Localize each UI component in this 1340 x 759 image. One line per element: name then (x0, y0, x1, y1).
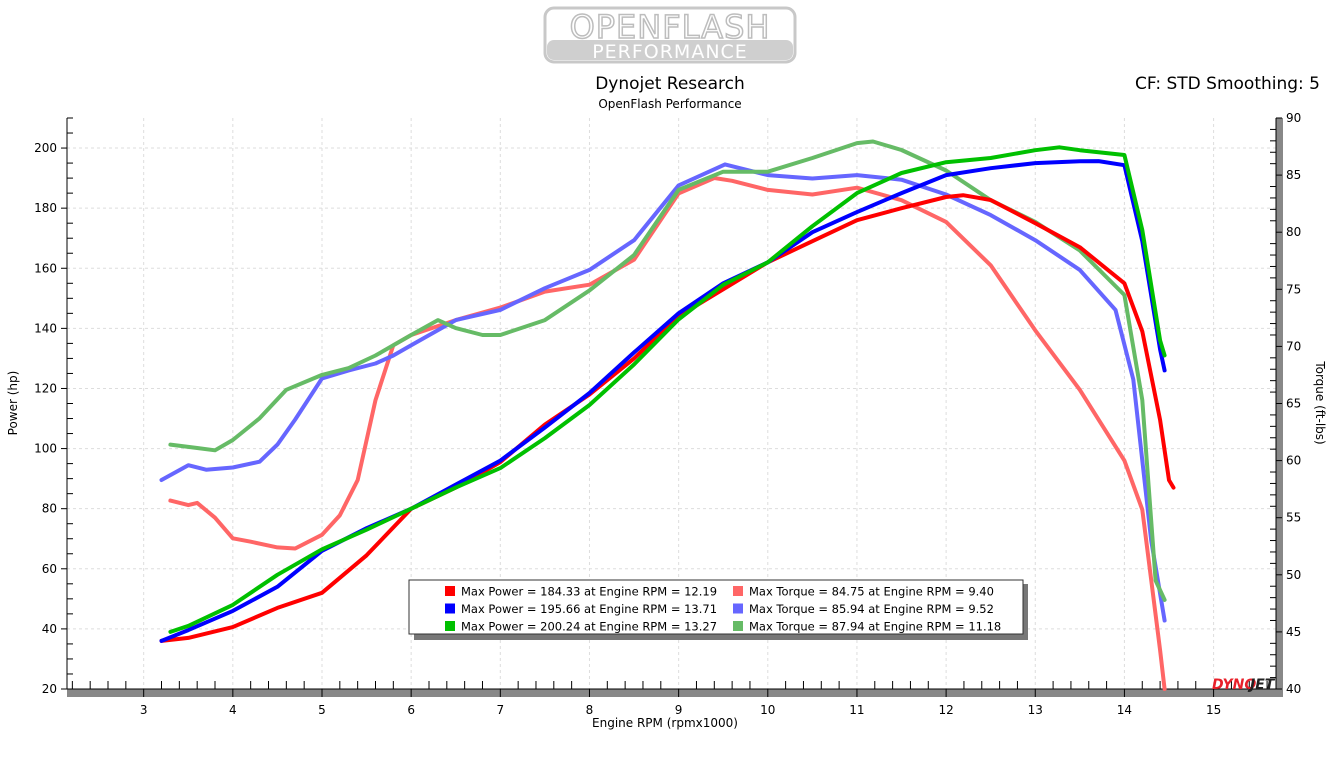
legend-entry: Max Torque = 87.94 at Engine RPM = 11.18 (749, 620, 1001, 634)
x-tick-label: 12 (938, 703, 953, 717)
legend-entry: Max Torque = 84.75 at Engine RPM = 9.40 (749, 585, 994, 599)
x-tick-label: 15 (1206, 703, 1221, 717)
y2-tick-label: 90 (1286, 111, 1301, 125)
y2-tick-label: 60 (1286, 454, 1301, 468)
legend-swatch (445, 621, 455, 631)
y-tick-label: 80 (42, 502, 57, 516)
y-axis-label: Power (hp) (6, 371, 20, 436)
chart-subtitle: OpenFlash Performance (598, 97, 741, 111)
y-tick-label: 140 (34, 321, 57, 335)
y2-tick-label: 65 (1286, 397, 1301, 411)
legend-swatch (733, 621, 743, 631)
y-tick-label: 180 (34, 201, 57, 215)
legend: Max Power = 184.33 at Engine RPM = 12.19… (408, 579, 1028, 640)
x-tick-label: 11 (849, 703, 864, 717)
svg-text:JET: JET (1247, 677, 1276, 693)
y2-tick-label: 85 (1286, 168, 1301, 182)
legend-entry: Max Power = 184.33 at Engine RPM = 12.19 (461, 585, 717, 599)
openflash-logo: OPENFLASH PERFORMANCE (543, 6, 797, 64)
y2-tick-label: 75 (1286, 282, 1301, 296)
x-tick-label: 3 (140, 703, 148, 717)
y2-tick-label: 50 (1286, 568, 1301, 582)
dynojet-watermark: DYNO JET (1212, 677, 1276, 693)
x-tick-label: 7 (496, 703, 504, 717)
y2-axis-label: Torque (ft-lbs) (1313, 360, 1327, 444)
legend-swatch (733, 603, 743, 614)
y-tick-label: 40 (42, 622, 57, 636)
x-tick-label: 14 (1117, 703, 1132, 717)
y-tick-label: 100 (34, 442, 57, 456)
y2-tick-label: 45 (1286, 625, 1301, 639)
y-tick-label: 60 (42, 562, 57, 576)
svg-text:PERFORMANCE: PERFORMANCE (592, 41, 748, 63)
x-tick-label: 10 (760, 703, 775, 717)
y2-tick-label: 70 (1286, 339, 1301, 353)
legend-swatch (733, 586, 743, 596)
y-tick-label: 200 (34, 141, 57, 155)
correction-smoothing-info: CF: STD Smoothing: 5 (1135, 74, 1320, 94)
torque-series-line-4 (159, 162, 1167, 623)
y-tick-label: 20 (42, 682, 57, 696)
legend-swatch (445, 603, 455, 614)
power-series-line-2 (168, 145, 1167, 634)
torque-series-line-3 (168, 176, 1167, 691)
legend-swatch (445, 586, 455, 596)
legend-entry: Max Torque = 85.94 at Engine RPM = 9.52 (749, 602, 994, 616)
y-tick-label: 160 (34, 261, 57, 275)
series-lines (159, 139, 1176, 691)
x-tick-label: 5 (318, 703, 326, 717)
y2-tick-label: 80 (1286, 225, 1301, 239)
y2-tick-label: 55 (1286, 511, 1301, 525)
power-series-line-0 (159, 193, 1176, 643)
x-tick-label: 6 (407, 703, 415, 717)
axes: 3 4 5 6 7 8 9 10 11 12 13 14 15204060801001201401601… (34, 111, 1301, 717)
x-tick-label: 8 (586, 703, 594, 717)
svg-text:DYNO: DYNO (1212, 677, 1256, 693)
x-tick-label: 9 (675, 703, 683, 717)
svg-text:OPENFLASH: OPENFLASH (570, 8, 771, 46)
y-tick-label: 120 (34, 381, 57, 395)
x-tick-label: 4 (229, 703, 237, 717)
x-axis-label: Engine RPM (rpmx1000) (592, 716, 738, 730)
y2-tick-label: 40 (1286, 682, 1301, 696)
legend-entry: Max Power = 200.24 at Engine RPM = 13.27 (461, 620, 717, 634)
x-tick-label: 13 (1028, 703, 1043, 717)
chart-title: Dynojet Research (595, 74, 745, 94)
legend-entry: Max Power = 195.66 at Engine RPM = 13.71 (461, 602, 717, 616)
